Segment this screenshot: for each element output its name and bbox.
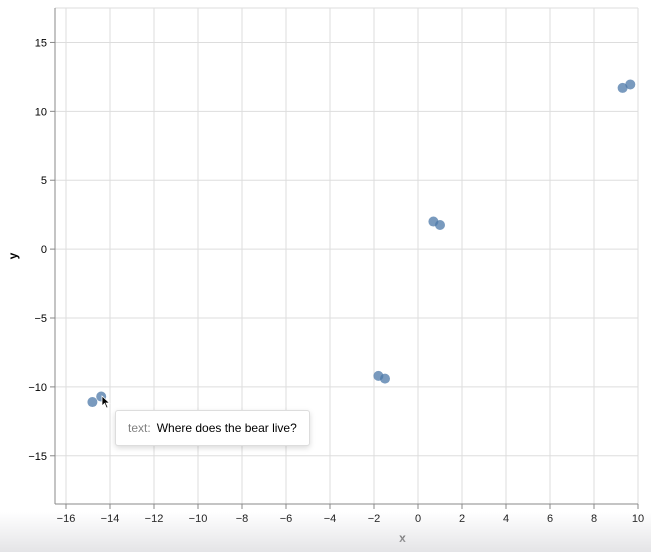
- y-tick-label: 0: [41, 244, 47, 256]
- grid: [55, 7, 639, 504]
- y-tick-label: −10: [28, 382, 47, 394]
- tooltip-value: Where does the bear live?: [156, 421, 297, 435]
- x-tick-label: −8: [236, 513, 249, 525]
- x-tick-label: 2: [459, 513, 465, 525]
- x-tick-label: 8: [591, 513, 597, 525]
- x-tick-label: 6: [547, 513, 553, 525]
- data-point: [380, 373, 390, 384]
- x-tick-label: −14: [101, 513, 120, 525]
- axes: −16 −14 −12 −10 −8 −6 −4 −2 0 2 4 6 8 10 −15 −10 −5 0 5 10 1…: [28, 8, 644, 525]
- y-tick-label: −15: [28, 451, 47, 463]
- x-tick-label: 10: [632, 513, 644, 525]
- x-tick-label: −16: [57, 513, 76, 525]
- y-tick-label: 15: [35, 37, 47, 49]
- data-point: [435, 220, 445, 230]
- data-point: [617, 82, 628, 93]
- data-points: [87, 79, 636, 408]
- y-tick-label: 10: [35, 106, 47, 118]
- x-tick-label: −4: [324, 513, 337, 525]
- x-tick-label: 0: [415, 513, 421, 525]
- x-tick-label: 4: [503, 513, 509, 525]
- x-axis-title: x: [399, 531, 406, 545]
- data-point: [625, 79, 636, 90]
- data-point: [87, 397, 98, 408]
- tooltip-key: text:: [128, 421, 151, 435]
- x-tick-label: −6: [280, 513, 293, 525]
- y-tick-label: 5: [41, 175, 47, 187]
- tooltip: text: Where does the bear live?: [115, 410, 310, 446]
- x-tick-label: −12: [145, 513, 164, 525]
- y-tick-label: −5: [34, 313, 47, 325]
- x-tick-label: −10: [189, 513, 208, 525]
- y-axis-title: y: [6, 252, 20, 259]
- x-tick-label: −2: [368, 513, 381, 525]
